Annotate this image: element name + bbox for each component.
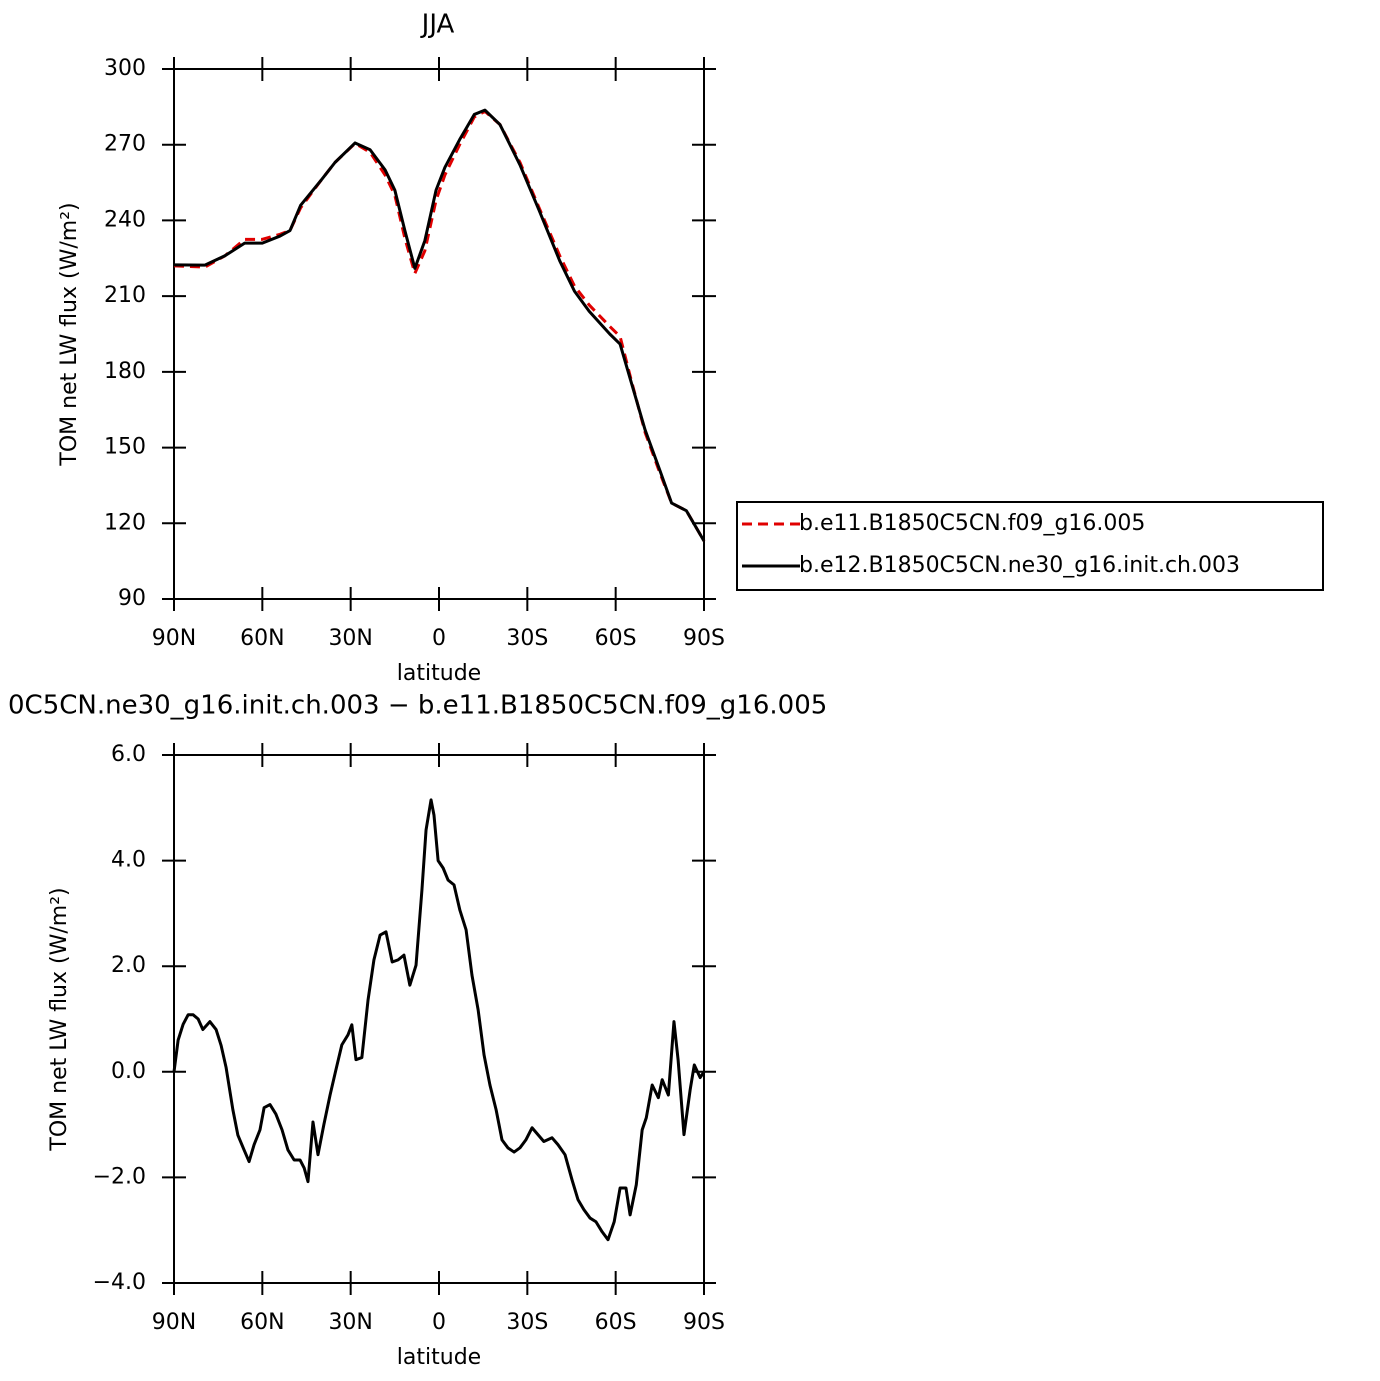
x-tick-label: 60N bbox=[240, 1310, 284, 1335]
x-tick-label: 90S bbox=[683, 626, 725, 651]
y-tick-label: 2.0 bbox=[111, 953, 146, 978]
y-tick-label: 4.0 bbox=[111, 848, 146, 873]
y-tick-label: 210 bbox=[104, 283, 146, 308]
x-tick-label: 30N bbox=[328, 626, 372, 651]
y-axis-label: TOM net LW flux (W/m²) bbox=[57, 202, 82, 466]
y-tick-label: 300 bbox=[104, 56, 146, 81]
x-tick-label: 30S bbox=[506, 626, 548, 651]
y-tick-label: 6.0 bbox=[111, 742, 146, 767]
y-tick-label: 180 bbox=[104, 359, 146, 384]
y-tick-label: 270 bbox=[104, 132, 146, 157]
x-tick-label: 60S bbox=[595, 626, 637, 651]
y-tick-label: 0.0 bbox=[111, 1059, 146, 1084]
x-tick-label: 60S bbox=[595, 1310, 637, 1335]
x-tick-label: 90N bbox=[152, 1310, 196, 1335]
x-tick-label: 90N bbox=[152, 626, 196, 651]
x-tick-label: 90S bbox=[683, 1310, 725, 1335]
x-axis-label: latitude bbox=[397, 661, 481, 686]
legend-box bbox=[736, 501, 1324, 591]
x-tick-label: 30S bbox=[506, 1310, 548, 1335]
data-line bbox=[173, 108, 706, 542]
plot-frame bbox=[173, 754, 705, 1284]
plot-frame bbox=[173, 68, 705, 600]
legend-label: b.e12.B1850C5CN.ne30_g16.init.ch.003 bbox=[799, 553, 1240, 578]
x-tick-label: 0 bbox=[432, 1310, 446, 1335]
x-tick-label: 0 bbox=[432, 626, 446, 651]
y-tick-label: 90 bbox=[118, 586, 146, 611]
chart-title: 0C5CN.ne30_g16.init.ch.003 − b.e11.B1850… bbox=[8, 691, 827, 721]
y-tick-label: −2.0 bbox=[93, 1164, 146, 1189]
y-tick-label: 120 bbox=[104, 510, 146, 535]
legend-label: b.e11.B1850C5CN.f09_g16.005 bbox=[799, 511, 1145, 536]
y-axis-label: TOM net LW flux (W/m²) bbox=[47, 887, 72, 1151]
x-tick-label: 30N bbox=[328, 1310, 372, 1335]
y-tick-label: −4.0 bbox=[93, 1270, 146, 1295]
x-tick-label: 60N bbox=[240, 626, 284, 651]
x-axis-label: latitude bbox=[397, 1345, 481, 1370]
data-line bbox=[172, 798, 706, 1242]
y-tick-label: 150 bbox=[104, 435, 146, 460]
chart-title: JJA bbox=[420, 10, 455, 40]
y-tick-label: 240 bbox=[104, 207, 146, 232]
data-line bbox=[173, 109, 706, 542]
